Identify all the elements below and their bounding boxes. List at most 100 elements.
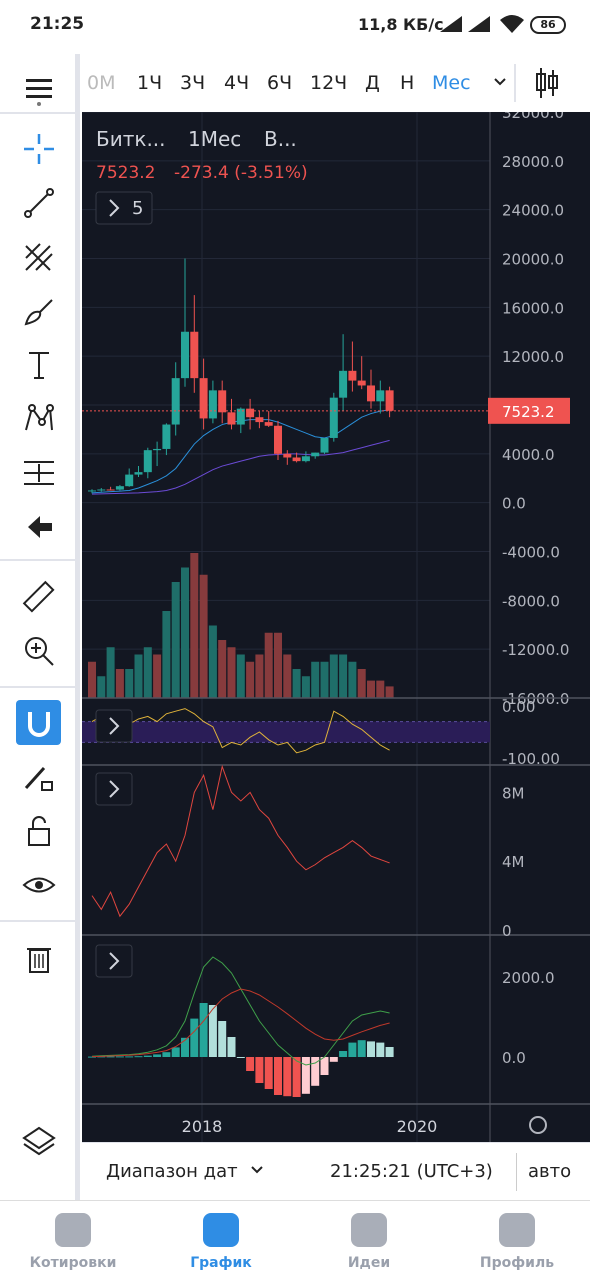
macd-toggle[interactable] bbox=[95, 944, 133, 978]
macd-hist-8 bbox=[162, 1052, 171, 1057]
volume-bar-3 bbox=[115, 669, 124, 698]
pattern-tool[interactable] bbox=[14, 396, 64, 442]
candle-27 bbox=[339, 370, 348, 398]
chevron-right-icon bbox=[109, 199, 120, 217]
indicators-toggle[interactable] bbox=[95, 191, 153, 225]
macd-hist-6 bbox=[143, 1055, 152, 1057]
pitchfork-tool[interactable] bbox=[14, 234, 64, 280]
unlock-icon bbox=[28, 816, 50, 846]
text-tool[interactable] bbox=[14, 342, 64, 388]
nav-item-0[interactable]: Котировки bbox=[8, 1201, 138, 1280]
menu-button[interactable] bbox=[14, 66, 64, 112]
magnet-tool[interactable] bbox=[16, 700, 61, 745]
macd-line bbox=[91, 956, 390, 1066]
volume-bar-22 bbox=[292, 669, 301, 698]
macd-hist-17 bbox=[246, 1057, 255, 1071]
brush-tool[interactable] bbox=[14, 288, 64, 334]
macd-hist-2 bbox=[106, 1056, 115, 1058]
timeframe-1[interactable]: 1Ч bbox=[137, 72, 163, 94]
chart-canvas[interactable]: 32000.028000.024000.020000.016000.012000… bbox=[82, 54, 590, 1142]
prediction-tool[interactable] bbox=[14, 450, 64, 496]
zoom-tool[interactable] bbox=[14, 628, 64, 674]
nav-label-2: Идеи bbox=[347, 1255, 391, 1271]
macd-hist-26 bbox=[329, 1057, 338, 1062]
y-tick-5: 12000.0 bbox=[502, 348, 564, 366]
volume-bar-1 bbox=[97, 676, 106, 698]
volume-bar-8 bbox=[162, 611, 171, 698]
ma-slow-line bbox=[91, 439, 390, 495]
candle-12 bbox=[199, 378, 208, 419]
delete-tool[interactable] bbox=[14, 936, 64, 982]
macd-hist-4 bbox=[125, 1056, 134, 1058]
macd-hist-14 bbox=[218, 1021, 227, 1057]
candle-0 bbox=[88, 490, 96, 492]
layers-tool[interactable] bbox=[14, 1118, 64, 1164]
ruler-tool[interactable] bbox=[14, 574, 64, 620]
osc-toggle[interactable] bbox=[95, 709, 133, 743]
nav-item-3[interactable]: Профиль bbox=[452, 1201, 582, 1280]
macd-hist-21 bbox=[283, 1057, 292, 1097]
timeframe-5[interactable]: 12Ч bbox=[310, 72, 348, 94]
chart-icon bbox=[203, 1213, 239, 1247]
macd-hist-9 bbox=[171, 1047, 180, 1057]
ideas-icon bbox=[351, 1213, 387, 1247]
lock-tool[interactable] bbox=[14, 808, 64, 854]
timeframe-3[interactable]: 4Ч bbox=[224, 72, 250, 94]
timeframe-6[interactable]: Д bbox=[365, 72, 380, 94]
chevron-down-icon[interactable] bbox=[492, 76, 508, 88]
macd-hist-29 bbox=[357, 1040, 366, 1057]
chevron-down-icon-2[interactable] bbox=[250, 1165, 264, 1175]
quotes-icon bbox=[55, 1213, 91, 1247]
macd-hist-18 bbox=[255, 1057, 264, 1083]
auto-scale-button[interactable]: авто bbox=[528, 1161, 572, 1182]
volume-bar-28 bbox=[348, 661, 357, 698]
magnet-icon bbox=[27, 711, 50, 737]
volume-bar-31 bbox=[376, 680, 385, 698]
macd-signal-line bbox=[91, 988, 390, 1058]
volume-bar-11 bbox=[190, 553, 199, 698]
x-tick-1: 2020 bbox=[397, 1117, 438, 1136]
candle-30 bbox=[367, 385, 375, 402]
volume-bar-7 bbox=[153, 654, 162, 698]
timeframe-8[interactable]: Мес bbox=[432, 72, 471, 94]
macd-hist-23 bbox=[301, 1057, 310, 1094]
last-price-badge bbox=[488, 397, 570, 424]
candle-19 bbox=[264, 422, 273, 426]
date-range-button[interactable]: Диапазон дат bbox=[106, 1161, 238, 1182]
volume-bar-30 bbox=[367, 680, 375, 698]
chart-area[interactable]: 32000.0 28000.0 24000.0 20000.0 16000.0 12000… bbox=[82, 54, 590, 1142]
nav-label-3: Профиль bbox=[479, 1255, 555, 1271]
timeframe-0[interactable]: 0M bbox=[87, 72, 116, 94]
timeframe-7[interactable]: Н bbox=[400, 72, 415, 94]
nav-label-1: График bbox=[190, 1255, 252, 1271]
arrow-left-icon bbox=[28, 516, 52, 538]
p3-line bbox=[91, 764, 390, 918]
macd-hist-0 bbox=[88, 1056, 96, 1058]
candle-24 bbox=[311, 452, 320, 457]
volume-bar-5 bbox=[134, 654, 143, 698]
back-tool[interactable] bbox=[14, 504, 64, 550]
y-tick-9: -4000.0 bbox=[502, 544, 560, 562]
lock-drawing-tool[interactable] bbox=[14, 754, 64, 800]
pencil-lock-icon bbox=[24, 766, 53, 791]
chevron-right-icon-4 bbox=[109, 952, 120, 970]
macd-hist-3 bbox=[115, 1056, 124, 1058]
gear-icon[interactable] bbox=[529, 1116, 547, 1134]
trendline-tool[interactable] bbox=[14, 180, 64, 226]
macd-hist-7 bbox=[153, 1054, 162, 1057]
timeframe-2[interactable]: 3Ч bbox=[180, 72, 206, 94]
y-tick-3: 20000.0 bbox=[502, 251, 564, 269]
nav-item-2[interactable]: Идеи bbox=[304, 1201, 434, 1280]
p3-toggle[interactable] bbox=[95, 772, 133, 806]
nav-item-1[interactable]: График bbox=[156, 1201, 286, 1280]
candles-type-icon[interactable] bbox=[534, 66, 560, 100]
crosshair-tool[interactable] bbox=[14, 126, 64, 172]
timeframe-4[interactable]: 6Ч bbox=[267, 72, 293, 94]
pattern-icon bbox=[25, 404, 54, 431]
p3-tick-2: 0 bbox=[502, 922, 512, 940]
y-tick-2: 24000.0 bbox=[502, 202, 564, 220]
legend-interval: 1Мес bbox=[188, 127, 241, 151]
nav-label-0: Котировки bbox=[29, 1255, 117, 1271]
visibility-tool[interactable] bbox=[14, 862, 64, 908]
candle-21 bbox=[283, 453, 292, 458]
